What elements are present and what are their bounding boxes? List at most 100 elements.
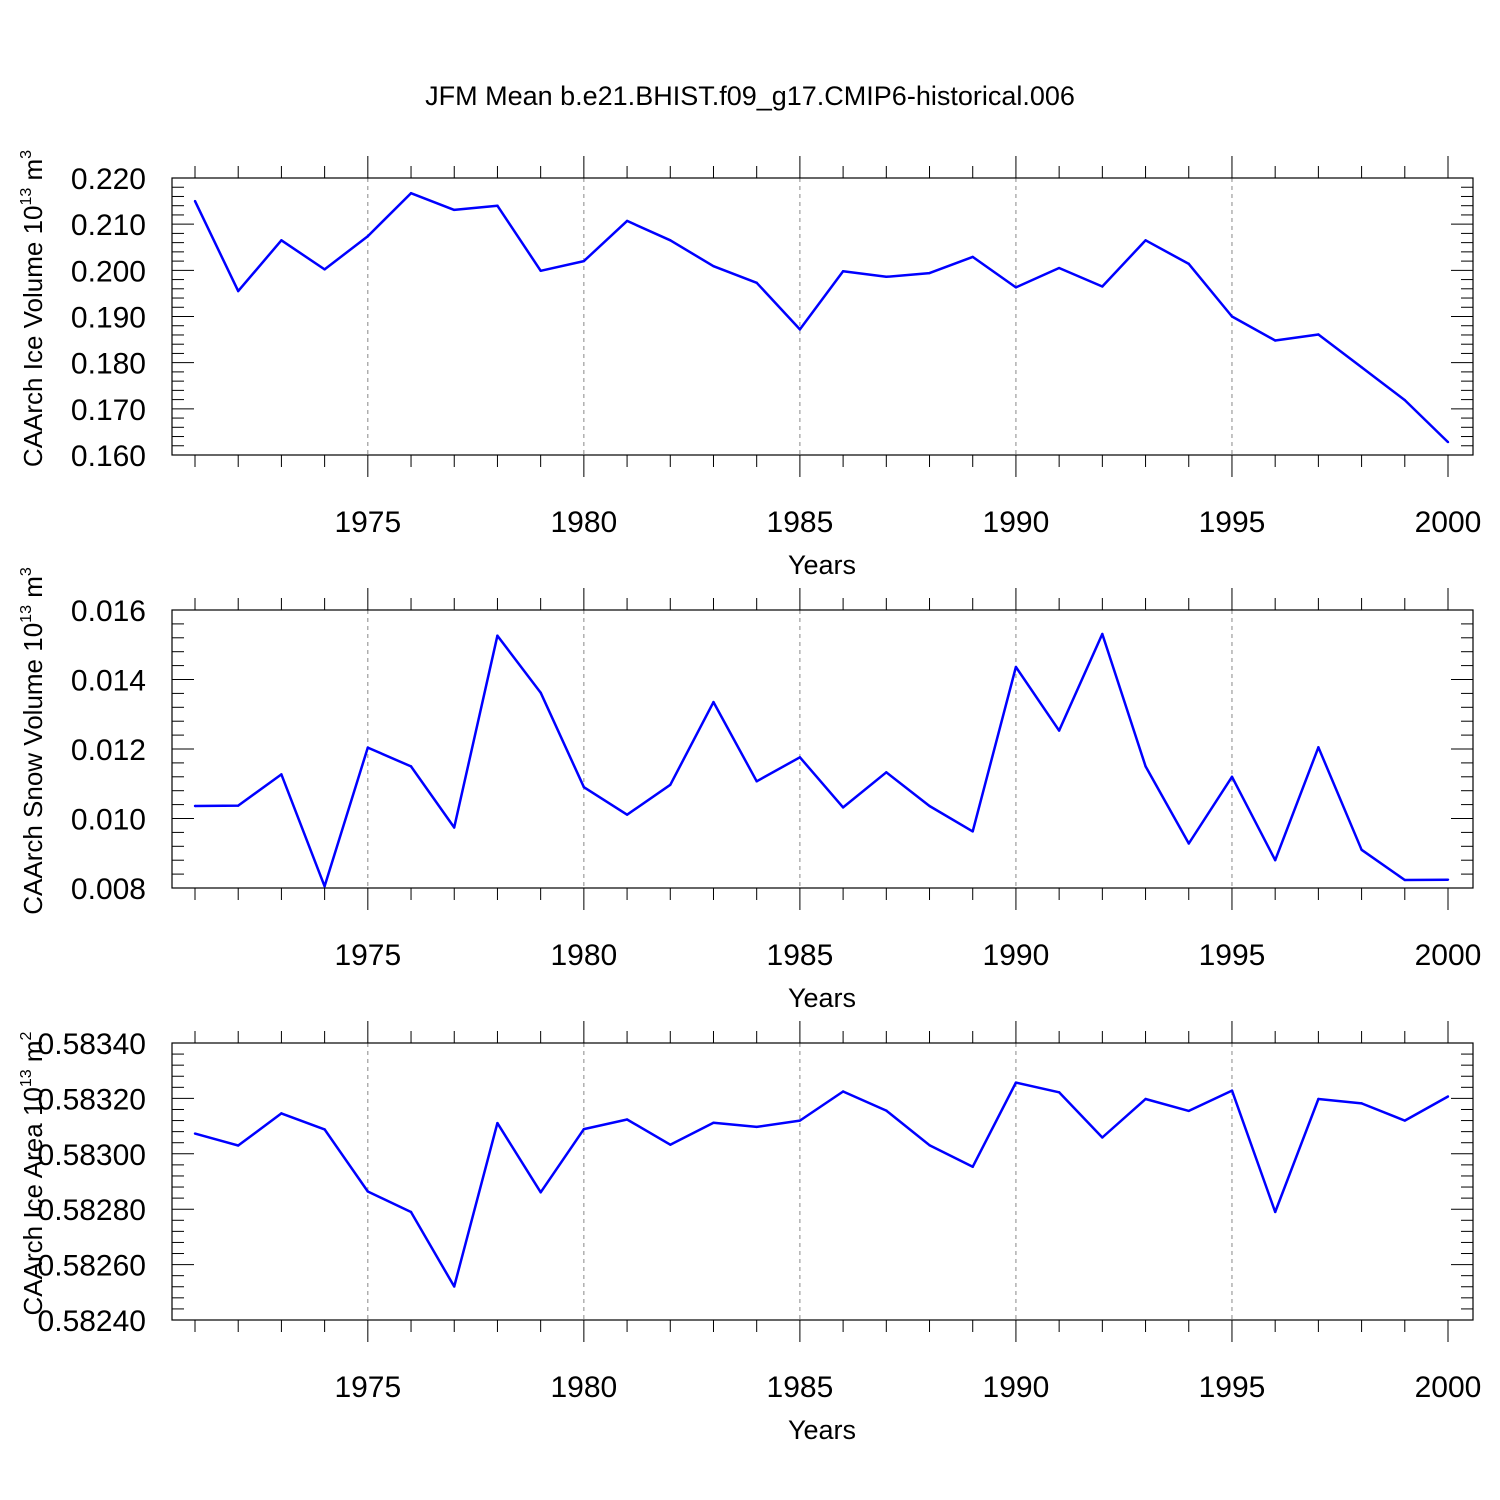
- y-tick-label: 0.170: [71, 394, 146, 427]
- data-point: [669, 1143, 672, 1146]
- data-point: [237, 289, 240, 293]
- data-point: [625, 1118, 629, 1121]
- y-axis-title-part: 13: [18, 1069, 35, 1087]
- data-point: [193, 1132, 197, 1135]
- data-point: [625, 219, 629, 223]
- data-point: [1057, 266, 1061, 270]
- data-point: [1101, 632, 1104, 636]
- data-point: [1403, 398, 1406, 402]
- data-point: [885, 771, 888, 774]
- data-point: [1014, 1081, 1018, 1084]
- data-point: [798, 328, 802, 331]
- data-point: [1144, 765, 1147, 768]
- x-tick-label: 1975: [334, 506, 401, 539]
- data-point: [1446, 440, 1450, 444]
- panels: 0.160 0.170 0.180 0.190 0.200 0.210 0.220 1975 1…: [18, 150, 1481, 1445]
- data-point: [1101, 1136, 1104, 1139]
- panel-1: 0.160 0.170 0.180 0.190 0.200 0.210 0.220 1975 1…: [18, 150, 1481, 580]
- y-tick-label: 0.014: [71, 665, 146, 698]
- data-point: [237, 1144, 240, 1147]
- figure-title: JFM Mean b.e21.BHIST.f09_g17.CMIP6-histo…: [425, 81, 1075, 111]
- y-axis-title-part: m: [18, 1040, 48, 1069]
- data-point: [539, 691, 542, 694]
- y-axis-title: CAArch Snow Volume 1013 m3: [18, 567, 48, 915]
- y-axis-title-part: 13: [18, 605, 35, 623]
- y-tick-label: 0.008: [71, 873, 146, 906]
- y-axis-title-part: CAArch Ice Area 10: [18, 1087, 48, 1315]
- data-point: [1230, 315, 1234, 318]
- y-tick-label: 0.016: [71, 595, 146, 628]
- plot-frame: [171, 177, 1474, 456]
- data-point: [1230, 1089, 1234, 1092]
- data-point: [1403, 1119, 1406, 1122]
- data-point: [669, 239, 672, 242]
- data-point: [366, 1190, 370, 1193]
- data-point: [1144, 239, 1147, 242]
- y-tick-label: 0.210: [71, 209, 146, 242]
- data-point: [323, 1128, 326, 1131]
- x-tick-label: 2000: [1415, 506, 1482, 539]
- data-point: [496, 1121, 499, 1125]
- data-point: [1057, 1091, 1061, 1094]
- data-point: [453, 208, 456, 212]
- data-point: [539, 269, 542, 272]
- x-tick-label: 1995: [1199, 1371, 1266, 1404]
- data-point: [1317, 1097, 1320, 1101]
- x-tick-label: 2000: [1415, 939, 1482, 972]
- y-tick-label: 0.58300: [38, 1139, 146, 1172]
- data-point: [409, 765, 413, 768]
- data-point: [971, 830, 974, 833]
- x-tick-label: 1995: [1199, 939, 1266, 972]
- x-tick-label: 1990: [983, 939, 1050, 972]
- data-point: [582, 1127, 586, 1131]
- data-point: [971, 1165, 974, 1169]
- panel-3: 0.58240 0.58260 0.58280 0.58300 0.58320 0.583…: [18, 1021, 1481, 1445]
- y-tick-label: 0.160: [71, 440, 146, 473]
- y-axis-title-part: 3: [18, 567, 35, 576]
- y-axis-title-part: m: [18, 159, 48, 188]
- data-point: [1446, 878, 1450, 881]
- data-point: [1403, 878, 1406, 882]
- x-tick-label: 1990: [983, 1371, 1050, 1404]
- data-point: [582, 786, 586, 789]
- data-point: [712, 264, 715, 268]
- data-point: [496, 634, 499, 637]
- data-point: [539, 1191, 542, 1194]
- x-tick-label: 1980: [550, 506, 617, 539]
- data-point: [798, 1119, 802, 1122]
- data-point: [841, 806, 845, 809]
- x-tick-label: 2000: [1415, 1371, 1482, 1404]
- x-tick-label: 1985: [767, 939, 834, 972]
- data-point: [193, 804, 197, 808]
- data-point: [366, 746, 370, 749]
- data-point: [1014, 286, 1018, 289]
- y-tick-label: 0.200: [71, 255, 146, 288]
- y-tick-label: 0.58320: [38, 1083, 146, 1116]
- data-point: [1144, 1097, 1147, 1101]
- data-point: [755, 780, 758, 783]
- data-point: [1273, 1210, 1277, 1214]
- x-tick-label: 1980: [550, 1371, 617, 1404]
- plot-frame: [171, 1042, 1474, 1321]
- data-point: [409, 1210, 413, 1214]
- data-point: [1360, 848, 1363, 851]
- data-point: [885, 1109, 888, 1112]
- data-point: [928, 1144, 931, 1147]
- data-point: [193, 199, 197, 203]
- y-tick-label: 0.58240: [38, 1305, 146, 1338]
- y-tick-label: 0.010: [71, 804, 146, 837]
- data-point: [1273, 339, 1277, 342]
- y-axis-title-part: m: [18, 576, 48, 605]
- data-point: [755, 1125, 758, 1129]
- y-axis-title: CAArch Ice Area 1013 m2: [18, 1031, 48, 1315]
- data-point: [1187, 842, 1190, 845]
- data-point: [1360, 1102, 1363, 1105]
- data-point: [669, 783, 672, 786]
- data-point: [971, 255, 974, 259]
- data-point: [237, 804, 240, 807]
- data-point: [1317, 333, 1320, 336]
- data-point: [1273, 859, 1277, 862]
- data-point: [625, 813, 629, 816]
- data-point: [1317, 746, 1320, 749]
- data-point: [1360, 366, 1363, 369]
